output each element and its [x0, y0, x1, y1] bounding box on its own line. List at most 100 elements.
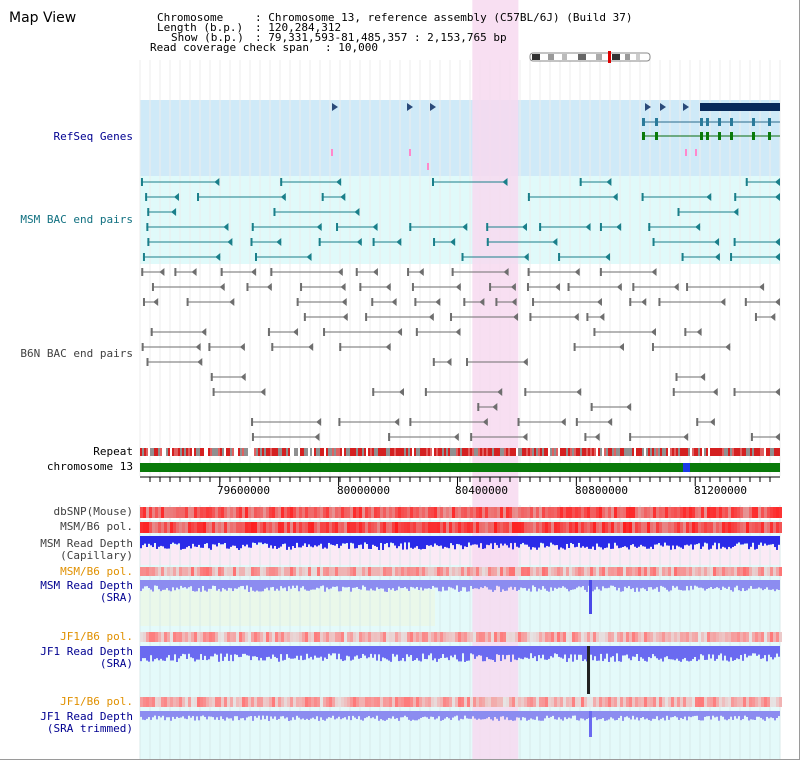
heat-mark — [431, 632, 434, 642]
depth-bar — [478, 580, 480, 590]
depth-bar — [594, 580, 596, 590]
heat-mark — [185, 522, 188, 533]
heat-mark — [494, 522, 497, 533]
heat-mark — [416, 697, 419, 707]
heat-mark — [731, 507, 734, 518]
depth-bar — [414, 580, 416, 589]
track-label-msm-depth-cap[interactable]: MSM Read Depth — [40, 537, 133, 550]
depth-bar — [162, 580, 164, 590]
depth-bar — [264, 536, 266, 544]
track-label-jf1-b6-pol-2[interactable]: JF1/B6 pol. — [60, 695, 133, 708]
depth-bar — [460, 536, 462, 546]
heat-mark — [671, 697, 674, 707]
heat-mark — [518, 507, 521, 518]
heat-mark — [698, 632, 701, 642]
heat-mark — [431, 507, 434, 518]
track-label-jf1-depth-sra[interactable]: JF1 Read Depth — [40, 645, 133, 658]
heat-mark — [770, 632, 773, 642]
b6n-bac-pair — [651, 268, 657, 276]
b6n-bac-pair — [240, 373, 246, 381]
heat-mark — [332, 507, 335, 518]
gene-exon — [655, 132, 658, 140]
depth-bar — [258, 580, 260, 592]
heat-mark — [569, 697, 572, 707]
depth-bar — [518, 536, 520, 548]
heat-mark — [563, 522, 566, 533]
heat-mark — [587, 507, 590, 518]
heat-mark — [344, 507, 347, 518]
depth-bar — [396, 536, 398, 549]
repeat-mark — [606, 448, 608, 456]
heat-mark — [389, 567, 392, 576]
gene-arrow — [683, 103, 689, 111]
track-label-msm-depth-sra[interactable]: MSM Read Depth — [40, 579, 133, 592]
track-label-msm-bac[interactable]: MSM BAC end pairs — [20, 213, 133, 226]
heat-mark — [677, 567, 680, 576]
heat-mark — [461, 507, 464, 518]
repeat-mark — [732, 448, 734, 456]
heat-mark — [251, 632, 254, 642]
repeat-mark — [228, 448, 230, 456]
b6n-bac-pair — [385, 283, 391, 291]
heat-mark — [209, 522, 212, 533]
track-label-jf1-depth-trim[interactable]: JF1 Read Depth — [40, 710, 133, 723]
heat-mark — [404, 507, 407, 518]
heat-mark — [608, 567, 611, 576]
depth-bar — [730, 646, 732, 658]
depth-bar — [172, 646, 174, 661]
heat-mark — [419, 632, 422, 642]
depth-bar — [496, 536, 498, 546]
heat-mark — [734, 507, 737, 518]
heat-mark — [230, 632, 233, 642]
repeat-mark — [184, 448, 186, 456]
depth-bar — [672, 646, 674, 660]
heat-mark — [638, 567, 641, 576]
msm-bac-pair — [605, 253, 611, 261]
heat-mark — [254, 632, 257, 642]
msm-bac-pair — [197, 193, 200, 201]
track-label-msm-b6-pol-2[interactable]: MSM/B6 pol. — [60, 565, 133, 578]
depth-bar — [618, 711, 620, 718]
depth-bar — [418, 646, 420, 661]
heat-mark — [428, 507, 431, 518]
heat-mark — [659, 697, 662, 707]
track-label-jf1-b6-pol[interactable]: JF1/B6 pol. — [60, 630, 133, 643]
depth-bar — [666, 646, 668, 657]
heat-mark — [758, 507, 761, 518]
depth-bar — [366, 646, 368, 659]
depth-bar — [374, 711, 376, 719]
repeat-mark — [548, 448, 550, 456]
depth-bar — [198, 646, 200, 660]
heat-mark — [689, 632, 692, 642]
depth-bar — [222, 580, 224, 589]
heat-mark — [560, 567, 563, 576]
track-label-refseq[interactable]: RefSeq Genes — [53, 130, 133, 143]
heat-mark — [365, 522, 368, 533]
heat-mark — [335, 697, 338, 707]
show-key: Show (b.p.) — [171, 31, 244, 44]
depth-bar — [362, 580, 364, 586]
track-label-msm-b6-pol[interactable]: MSM/B6 pol. — [60, 520, 133, 533]
heat-mark — [254, 567, 257, 576]
heat-mark — [299, 632, 302, 642]
depth-bar — [322, 711, 324, 720]
track-label-b6n-bac[interactable]: B6N BAC end pairs — [20, 347, 133, 360]
heat-mark — [443, 522, 446, 533]
heat-mark — [602, 507, 605, 518]
depth-bar — [710, 580, 712, 588]
heat-mark — [161, 522, 164, 533]
track-label-dbsnp[interactable]: dbSNP(Mouse) — [53, 505, 133, 518]
heat-mark — [512, 507, 515, 518]
heat-mark — [602, 697, 605, 707]
gene-exon — [706, 118, 709, 126]
heat-mark — [590, 507, 593, 518]
depth-bar — [220, 711, 222, 717]
heat-mark — [233, 632, 236, 642]
depth-bar — [676, 646, 678, 659]
heat-mark — [656, 567, 659, 576]
depth-bar — [452, 711, 454, 718]
heat-mark — [383, 632, 386, 642]
depth-bar — [736, 711, 738, 719]
depth-bar — [770, 711, 772, 718]
